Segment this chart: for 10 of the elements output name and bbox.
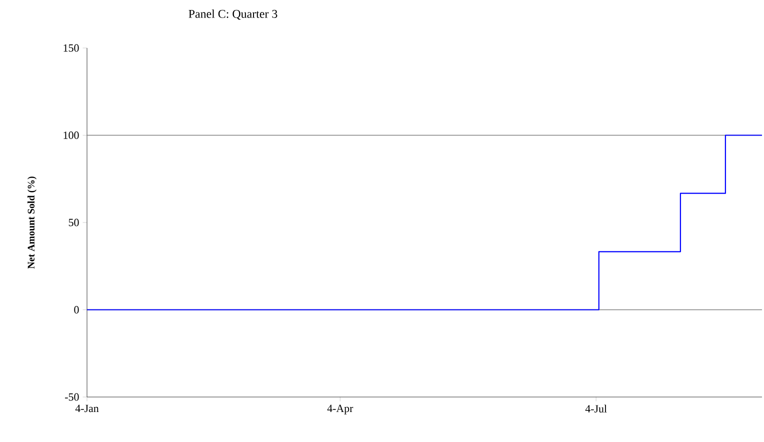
chart-title: Panel C: Quarter 3: [188, 10, 278, 20]
x-tick-label: 4-Apr: [327, 404, 354, 414]
y-tick-label: 0: [74, 306, 79, 314]
y-tick-label: 100: [64, 132, 79, 139]
x-tick-label: 4-Jul: [585, 404, 607, 412]
y-tick-label: 150: [64, 44, 79, 52]
y-tick-label: -50: [65, 393, 79, 401]
x-tick-label: 4-Jan: [75, 404, 99, 412]
y-axis-title: Net Amount Sold (%): [27, 176, 37, 269]
y-tick-label: 50: [68, 218, 79, 226]
